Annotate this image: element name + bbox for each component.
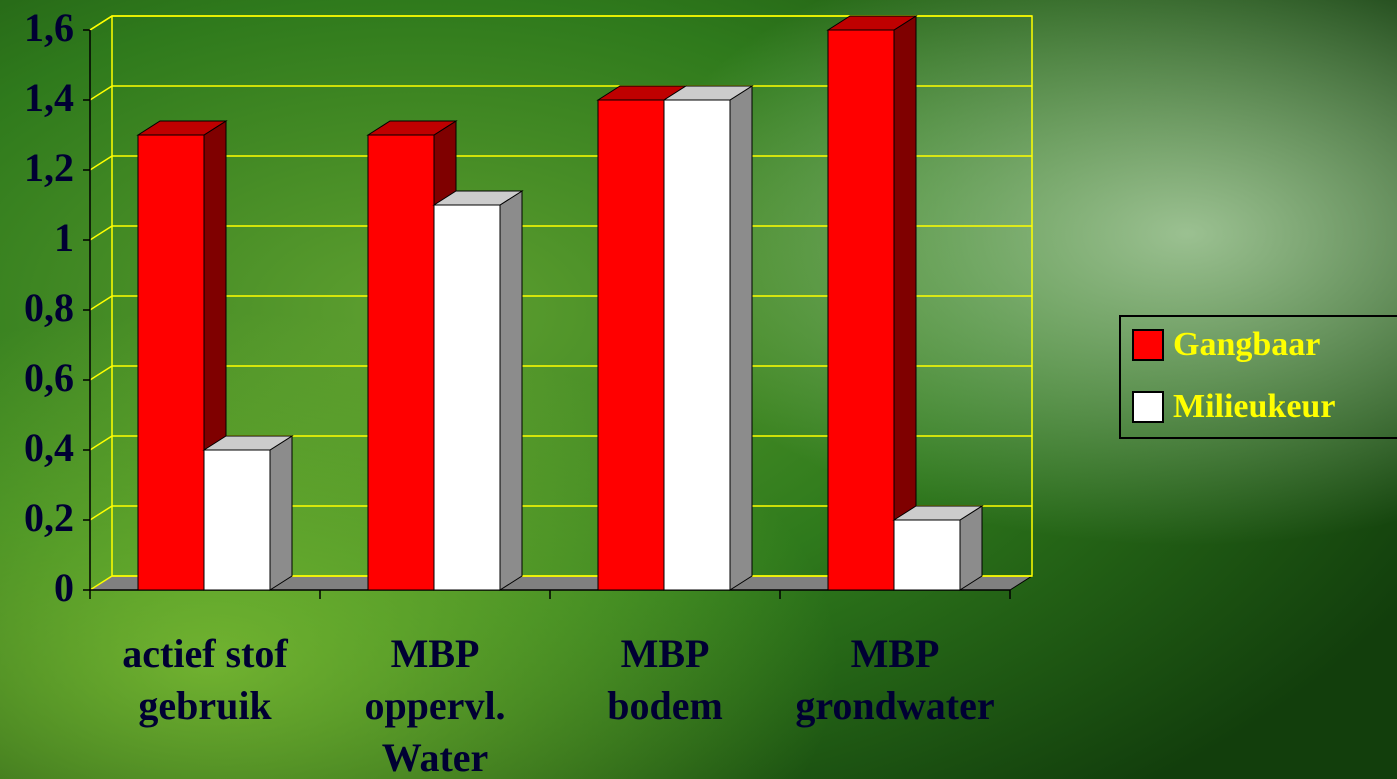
- y-tick-label: 1,2: [24, 145, 74, 190]
- y-tick-label: 0,6: [24, 355, 74, 400]
- grid-line-side: [89, 15, 113, 31]
- y-tick-label: 0: [54, 565, 74, 610]
- y-tick-label: 1,6: [24, 5, 74, 50]
- bar-front: [597, 99, 665, 591]
- x-tick-label: Water: [382, 735, 489, 779]
- x-tick-label: oppervl.: [364, 683, 505, 728]
- legend-box: [1119, 315, 1397, 439]
- grid-line-side: [89, 505, 113, 521]
- bar-front: [433, 204, 501, 591]
- y-tick-label: 0,4: [24, 425, 74, 470]
- x-tick-label: MBP: [391, 631, 480, 676]
- bar: [662, 85, 754, 591]
- bar-front: [827, 29, 895, 591]
- grid-line-side: [89, 225, 113, 241]
- bar-side: [499, 190, 523, 591]
- y-tick-label: 0,8: [24, 285, 74, 330]
- bar-front: [663, 99, 731, 591]
- y-tick-label: 0,2: [24, 495, 74, 540]
- legend-label: Milieukeur: [1173, 388, 1335, 425]
- x-tick-label: grondwater: [795, 683, 994, 728]
- grid-line-side: [89, 295, 113, 311]
- bar-front: [893, 519, 961, 591]
- bar-side: [893, 15, 917, 591]
- x-tick-label: MBP: [621, 631, 710, 676]
- bar: [892, 505, 984, 591]
- y-tick-label: 1: [54, 215, 74, 260]
- grid-line-side: [89, 575, 113, 591]
- grid-line-side: [89, 85, 113, 101]
- x-tick-label: MBP: [851, 631, 940, 676]
- bar-side: [269, 435, 293, 591]
- legend-swatch: [1132, 329, 1164, 361]
- bar: [826, 15, 918, 591]
- bar-side: [959, 505, 983, 591]
- bar-front: [203, 449, 271, 591]
- bar-front: [137, 134, 205, 591]
- legend-label: Gangbaar: [1173, 326, 1320, 363]
- x-tick-label: actief stof: [122, 631, 288, 676]
- grid-line-side: [89, 365, 113, 381]
- grid-line-side: [89, 155, 113, 171]
- y-tick-label: 1,4: [24, 75, 74, 120]
- x-tick-label: bodem: [607, 683, 723, 728]
- x-tick-label: gebruik: [138, 683, 272, 728]
- bar: [202, 435, 294, 591]
- grid-line-side: [89, 435, 113, 451]
- legend-swatch: [1132, 391, 1164, 423]
- bar-side: [729, 85, 753, 591]
- bar-front: [367, 134, 435, 591]
- bar: [432, 190, 524, 591]
